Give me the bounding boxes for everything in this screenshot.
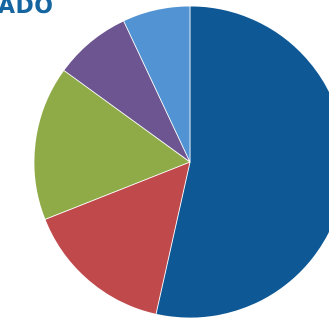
pie-slice-5 (123, 5, 191, 163)
pie-slice-3 (33, 69, 191, 220)
pie-slice-2 (44, 161, 191, 315)
pie-slice-1 (155, 5, 329, 319)
chart-title: ADO (0, 0, 54, 19)
pie-slices (33, 5, 329, 319)
